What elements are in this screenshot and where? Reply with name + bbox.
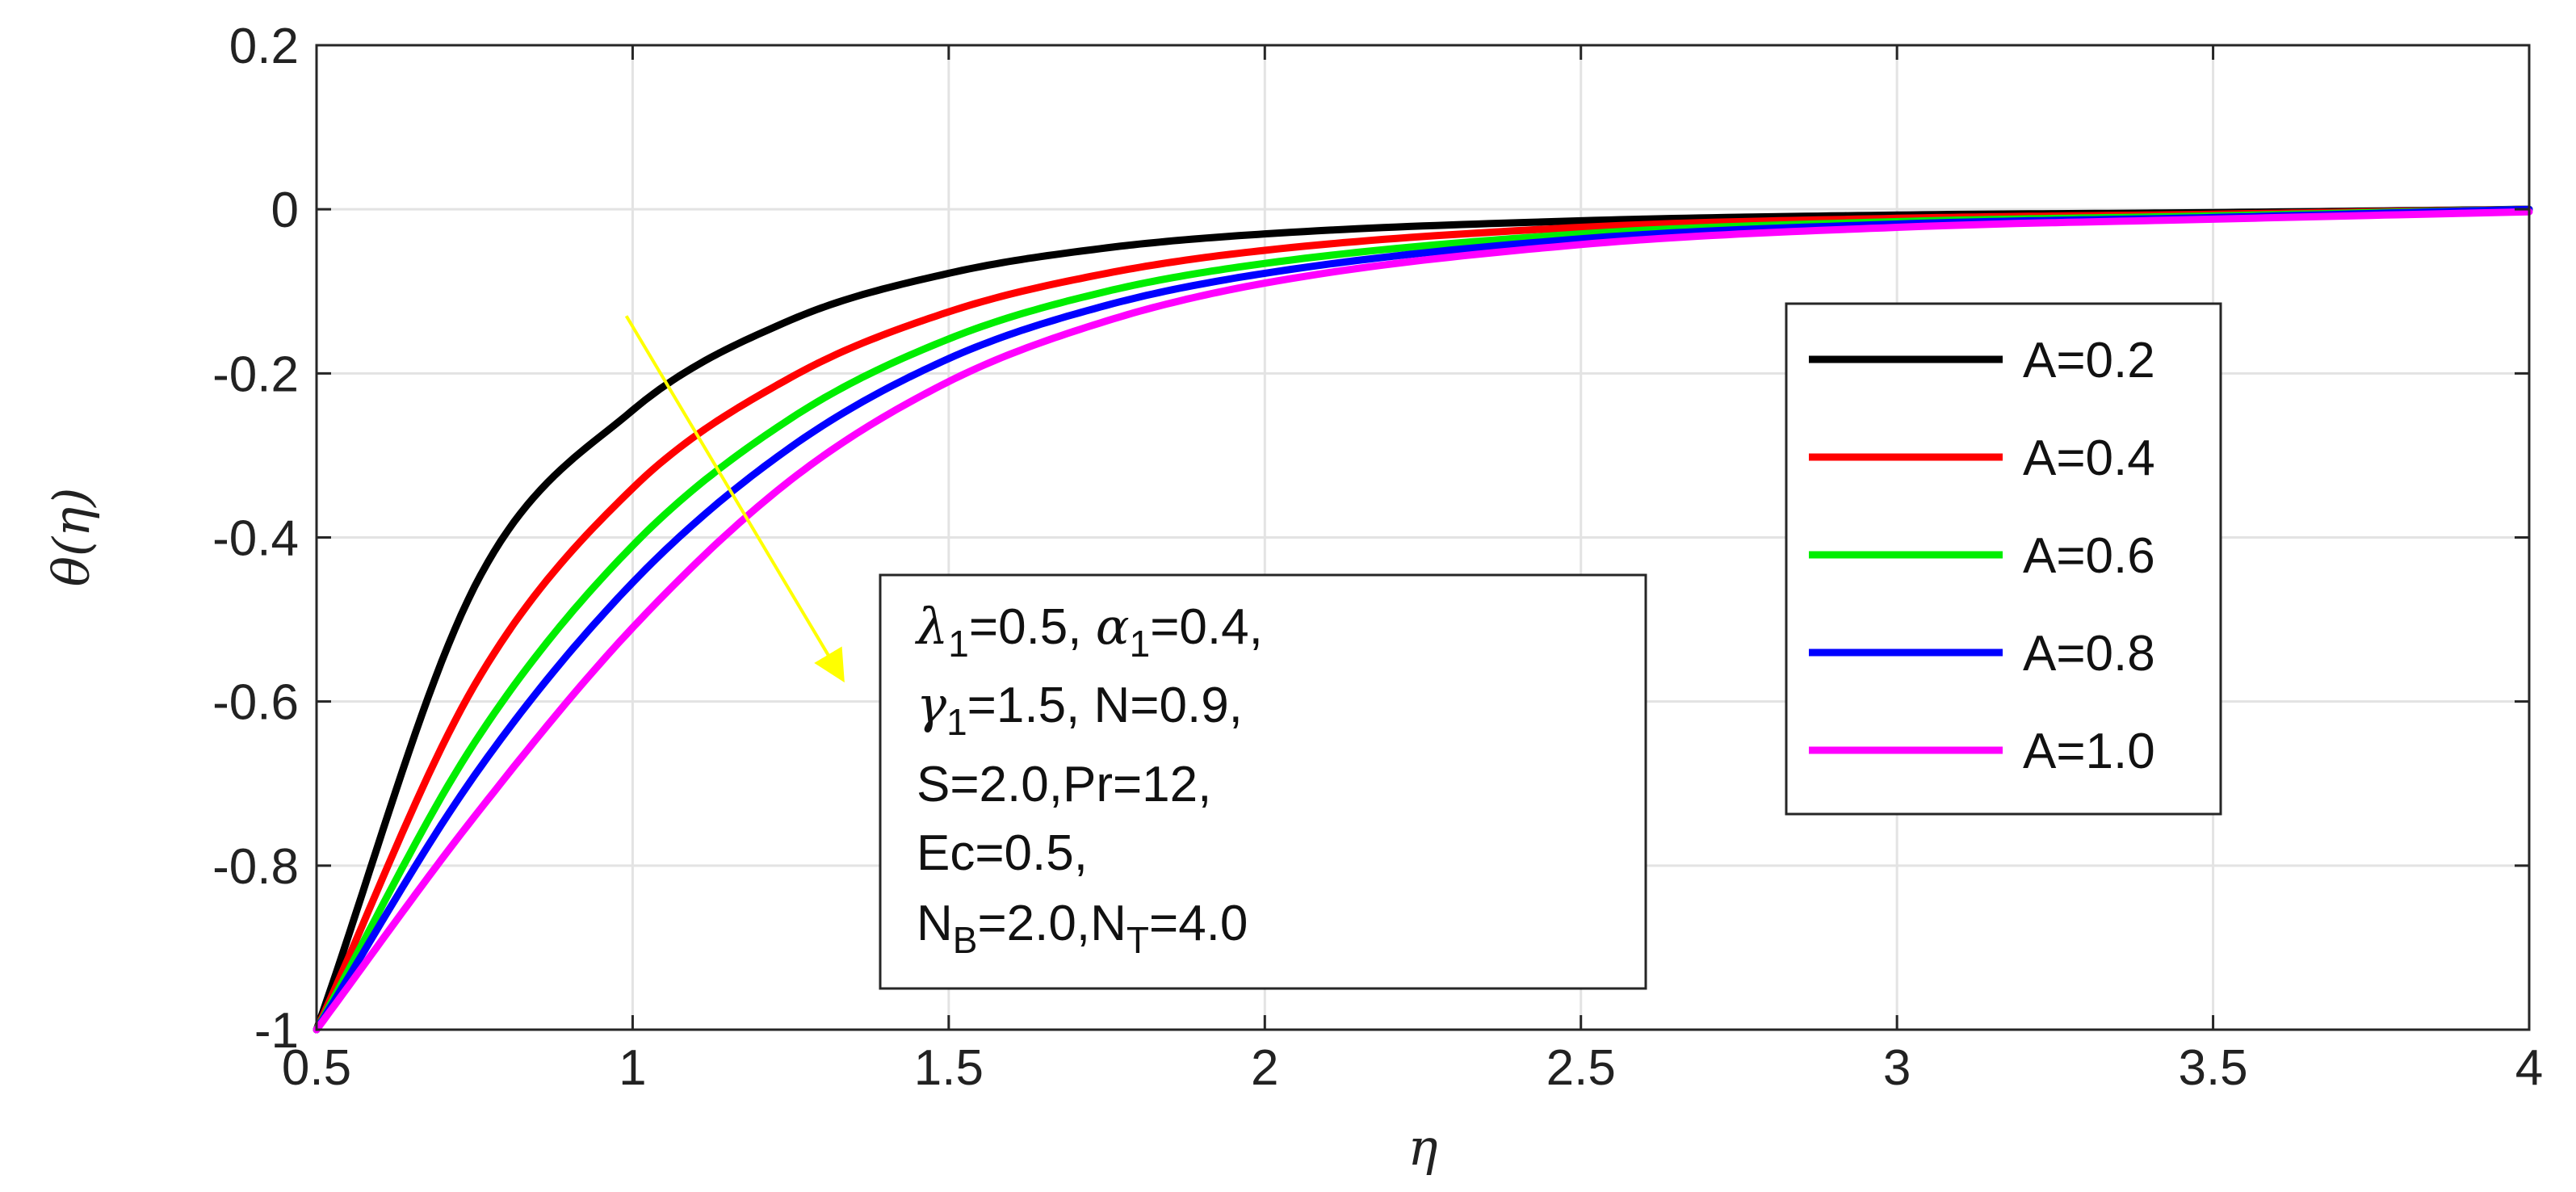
legend-label: A=1.0 <box>2023 724 2155 779</box>
legend-label: A=0.6 <box>2023 528 2155 584</box>
legend: A=0.2 A=0.4 A=0.6 A=0.8 A=1.0 <box>1785 302 2222 816</box>
param-line-1: λ1=0.5, α1=0.4, <box>914 597 1263 665</box>
nb-symbol: N <box>917 896 953 951</box>
gamma1-value: =1.5, N=0.9, <box>967 678 1243 733</box>
tick-labels: 0.5 1 1.5 2 2.5 3 3.5 4 0.2 0 -0.2 -0.4 -0.6 -0.8 -1 <box>212 19 2543 1096</box>
x-tick-label: 4 <box>2515 1040 2543 1096</box>
nt-value: =4.0 <box>1149 896 1248 951</box>
x-tick-label: 3 <box>1883 1040 1911 1096</box>
nb-value: =2.0, <box>977 896 1090 951</box>
param-line-3: S=2.0,Pr=12, <box>917 757 1211 812</box>
legend-label: A=0.4 <box>2023 430 2155 486</box>
lambda1-subscript: 1 <box>948 623 969 665</box>
trend-arrow <box>624 315 845 683</box>
gamma1-symbol: γ <box>917 675 947 734</box>
y-tick-label: -0.6 <box>212 675 299 731</box>
param-line-2: γ1=1.5, N=0.9, <box>917 675 1243 743</box>
y-tick-label: -0.8 <box>212 839 299 895</box>
y-axis-label: θ(η) <box>42 488 101 587</box>
alpha1-value: =0.4, <box>1150 599 1263 655</box>
parameter-box-frame <box>879 573 1647 990</box>
x-tick-label: 1.5 <box>914 1040 984 1096</box>
lambda1-value: =0.5, <box>969 599 1096 655</box>
series-lines <box>313 205 2533 1034</box>
x-axis-label: η <box>1408 1118 1437 1177</box>
x-tick-label: 2.5 <box>1546 1040 1616 1096</box>
lambda1-symbol: λ <box>914 597 948 656</box>
param-line-4: Ec=0.5, <box>917 825 1088 881</box>
y-tick-label: -0.4 <box>212 511 299 567</box>
nt-symbol: N <box>1090 896 1126 951</box>
alpha1-subscript: 1 <box>1130 623 1151 665</box>
y-tick-label: 0.2 <box>229 19 299 74</box>
x-tick-label: 2 <box>1251 1040 1278 1096</box>
legend-label: A=0.8 <box>2023 626 2155 682</box>
series-line-5 <box>313 208 2533 1034</box>
legend-label: A=0.2 <box>2023 333 2155 388</box>
legend-box <box>1785 302 2222 816</box>
y-tick-label: -0.2 <box>212 346 299 402</box>
parameter-box: λ1=0.5, α1=0.4, γ1=1.5, N=0.9, S=2.0,Pr=… <box>879 573 1647 990</box>
y-tick-label: -1 <box>254 1003 299 1059</box>
y-tick-label: 0 <box>271 183 299 238</box>
gamma1-subscript: 1 <box>946 701 967 743</box>
nt-subscript: T <box>1126 919 1149 961</box>
x-tick-label: 0.5 <box>282 1040 351 1096</box>
x-tick-label: 3.5 <box>2178 1040 2247 1096</box>
x-tick-label: 1 <box>619 1040 646 1096</box>
nb-subscript: B <box>953 919 978 961</box>
param-line-5: NB=2.0,NT=4.0 <box>917 896 1248 961</box>
alpha1-symbol: α <box>1096 597 1130 656</box>
